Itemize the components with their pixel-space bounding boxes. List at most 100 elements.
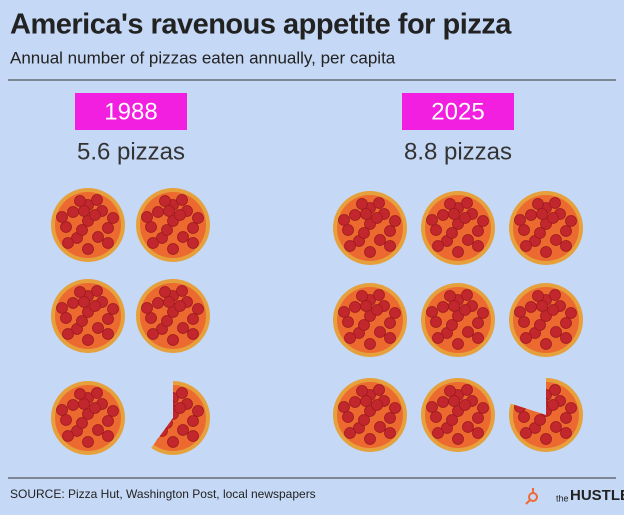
pepperoni (176, 194, 188, 206)
pepperoni (74, 388, 86, 400)
pepperoni (358, 227, 370, 239)
value-label: 8.8 pizzas (404, 138, 512, 165)
pepperoni (147, 237, 159, 249)
pizza (421, 378, 495, 452)
pepperoni (560, 427, 572, 439)
category-box (402, 93, 514, 130)
pepperoni (163, 205, 175, 217)
pepperoni (89, 300, 101, 312)
pepperoni (358, 319, 370, 331)
pepperoni (426, 401, 438, 413)
pepperoni (532, 290, 544, 302)
pizza (333, 283, 407, 357)
pepperoni (360, 300, 372, 312)
pepperoni (430, 316, 442, 328)
pepperoni (152, 206, 164, 218)
pepperoni (89, 402, 101, 414)
pizza (421, 191, 495, 265)
pepperoni (437, 301, 449, 313)
pepperoni (74, 195, 86, 207)
pepperoni (459, 399, 471, 411)
pepperoni (102, 328, 114, 340)
pepperoni (532, 198, 544, 210)
pepperoni (514, 306, 526, 318)
pepperoni (338, 214, 350, 226)
pizza (51, 279, 125, 353)
pepperoni (472, 225, 484, 237)
pepperoni (565, 402, 577, 414)
pepperoni (448, 300, 460, 312)
pepperoni (349, 301, 361, 313)
pepperoni (356, 385, 368, 397)
pepperoni (549, 289, 561, 301)
pepperoni (565, 215, 577, 227)
pepperoni (534, 319, 546, 331)
pepperoni (374, 421, 386, 433)
pepperoni (102, 415, 114, 427)
pepperoni (167, 436, 179, 448)
pepperoni (540, 433, 552, 445)
pepperoni (518, 224, 530, 236)
pepperoni (187, 415, 199, 427)
pepperoni (356, 198, 368, 210)
pepperoni (364, 433, 376, 445)
pizza (421, 283, 495, 357)
pepperoni (373, 384, 385, 396)
pepperoni (192, 303, 204, 315)
pepperoni (446, 319, 458, 331)
pepperoni (560, 332, 572, 344)
pepperoni (389, 215, 401, 227)
pepperoni (177, 424, 189, 436)
pepperoni (373, 197, 385, 209)
pepperoni (102, 237, 114, 249)
pepperoni (432, 427, 444, 439)
pepperoni (446, 227, 458, 239)
pepperoni (437, 396, 449, 408)
pepperoni (60, 414, 72, 426)
pepperoni (174, 209, 186, 221)
pepperoni (358, 414, 370, 426)
pepperoni (550, 326, 562, 338)
pepperoni (187, 222, 199, 234)
pepperoni (534, 414, 546, 426)
pepperoni (74, 286, 86, 298)
pepperoni (520, 240, 532, 252)
pepperoni (67, 399, 79, 411)
pepperoni (92, 231, 104, 243)
pepperoni (344, 427, 356, 439)
pepperoni (452, 433, 464, 445)
pepperoni (62, 328, 74, 340)
pepperoni (452, 246, 464, 258)
category-label: 2025 (431, 98, 484, 125)
pepperoni (338, 306, 350, 318)
pepperoni (472, 412, 484, 424)
pepperoni (549, 384, 561, 396)
pepperoni (342, 411, 354, 423)
pepperoni (342, 316, 354, 328)
pepperoni (565, 307, 577, 319)
pepperoni (62, 430, 74, 442)
pepperoni (462, 421, 474, 433)
pepperoni (349, 396, 361, 408)
pepperoni (344, 332, 356, 344)
pepperoni (518, 411, 530, 423)
chart-title: America's ravenous appetite for pizza (10, 9, 512, 41)
pepperoni (477, 307, 489, 319)
pepperoni (560, 225, 572, 237)
pepperoni (547, 212, 559, 224)
pepperoni (364, 246, 376, 258)
pizza (136, 279, 210, 353)
pepperoni (152, 297, 164, 309)
pepperoni (76, 224, 88, 236)
pepperoni (384, 412, 396, 424)
pepperoni (446, 414, 458, 426)
pepperoni (174, 300, 186, 312)
pepperoni (145, 312, 157, 324)
pepperoni (159, 195, 171, 207)
pepperoni (161, 315, 173, 327)
pepperoni (174, 402, 186, 414)
pepperoni (67, 297, 79, 309)
pepperoni (514, 214, 526, 226)
pepperoni (102, 313, 114, 325)
